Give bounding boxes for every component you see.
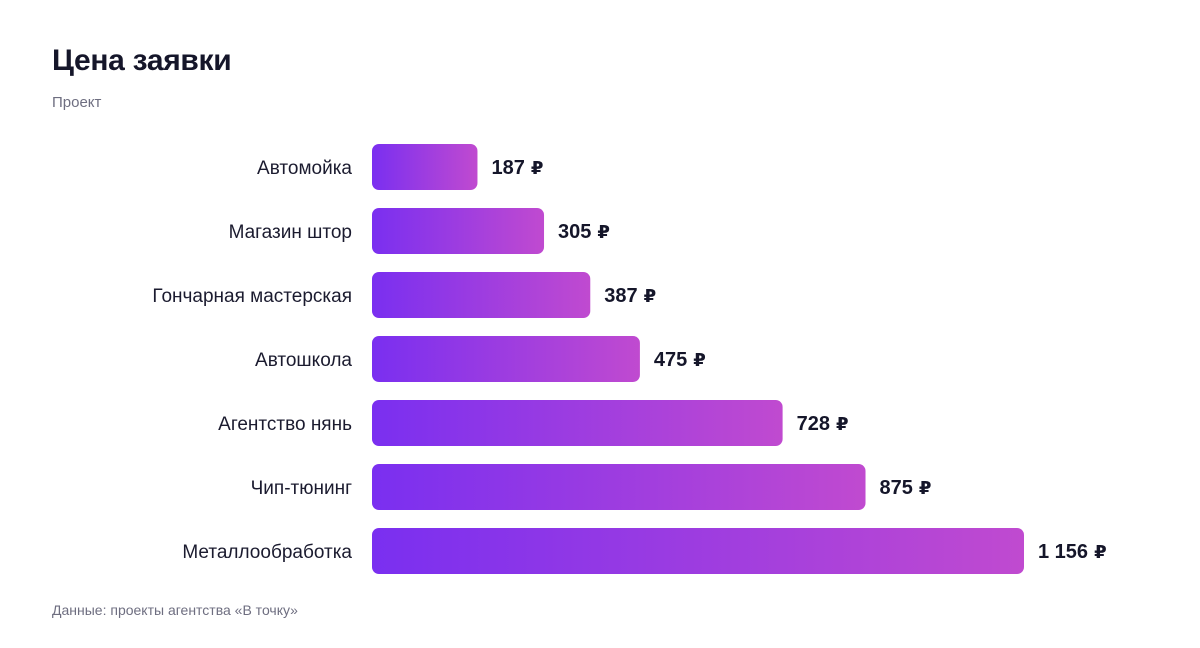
category-label: Магазин штор — [229, 222, 352, 243]
bar — [372, 400, 783, 446]
bars-layer: Автомойка 187 ₽Магазин штор 305 ₽Гончарная м… — [152, 144, 1107, 574]
category-label: Чип-тюнинг — [251, 478, 352, 499]
value-label: 387 ₽ — [604, 285, 656, 307]
value-unit: ₽ — [836, 414, 849, 435]
chart-source-note: Данные: проекты агентства «В точку» — [52, 602, 298, 618]
bar — [372, 528, 1024, 574]
value-label: 475 ₽ — [654, 349, 706, 371]
bar-row: Агентство нянь 728 ₽ — [218, 400, 849, 446]
value-number: 475 — [654, 349, 687, 371]
bar-row: Автомойка 187 ₽ — [257, 144, 543, 190]
bar-row: Гончарная мастерская 387 ₽ — [152, 272, 656, 318]
category-label: Автошкола — [255, 350, 352, 371]
value-unit: ₽ — [1094, 542, 1107, 563]
bar — [372, 144, 478, 190]
value-number: 305 — [558, 221, 591, 243]
bar-row: Магазин штор 305 ₽ — [229, 208, 610, 254]
bar — [372, 336, 640, 382]
bar-row: Чип-тюнинг 875 ₽ — [251, 464, 932, 510]
category-label: Агентство нянь — [218, 414, 352, 435]
bar — [372, 208, 545, 254]
value-label: 1 156 ₽ — [1038, 541, 1107, 563]
value-number: 875 — [880, 477, 913, 499]
value-label: 187 ₽ — [491, 157, 543, 179]
bar-row: Металлообработка 1 156 ₽ — [182, 528, 1107, 574]
value-number: 187 — [491, 157, 524, 179]
value-label: 305 ₽ — [558, 221, 610, 243]
value-label: 728 ₽ — [797, 413, 849, 435]
bar — [372, 464, 866, 510]
value-unit: ₽ — [693, 350, 706, 371]
value-unit: ₽ — [531, 158, 544, 179]
chart-title: Цена заявки — [52, 44, 232, 77]
bar-row: Автошкола 475 ₽ — [255, 336, 706, 382]
value-label: 875 ₽ — [880, 477, 932, 499]
category-label: Гончарная мастерская — [152, 286, 352, 307]
value-number: 1 156 — [1038, 541, 1088, 563]
value-unit: ₽ — [919, 478, 932, 499]
value-number: 728 — [797, 413, 830, 435]
value-unit: ₽ — [644, 286, 657, 307]
category-label: Автомойка — [257, 158, 352, 179]
value-unit: ₽ — [597, 222, 610, 243]
value-number: 387 — [604, 285, 637, 307]
chart-subtitle: Проект — [52, 94, 102, 111]
bar — [372, 272, 591, 318]
category-label: Металлообработка — [182, 542, 352, 563]
